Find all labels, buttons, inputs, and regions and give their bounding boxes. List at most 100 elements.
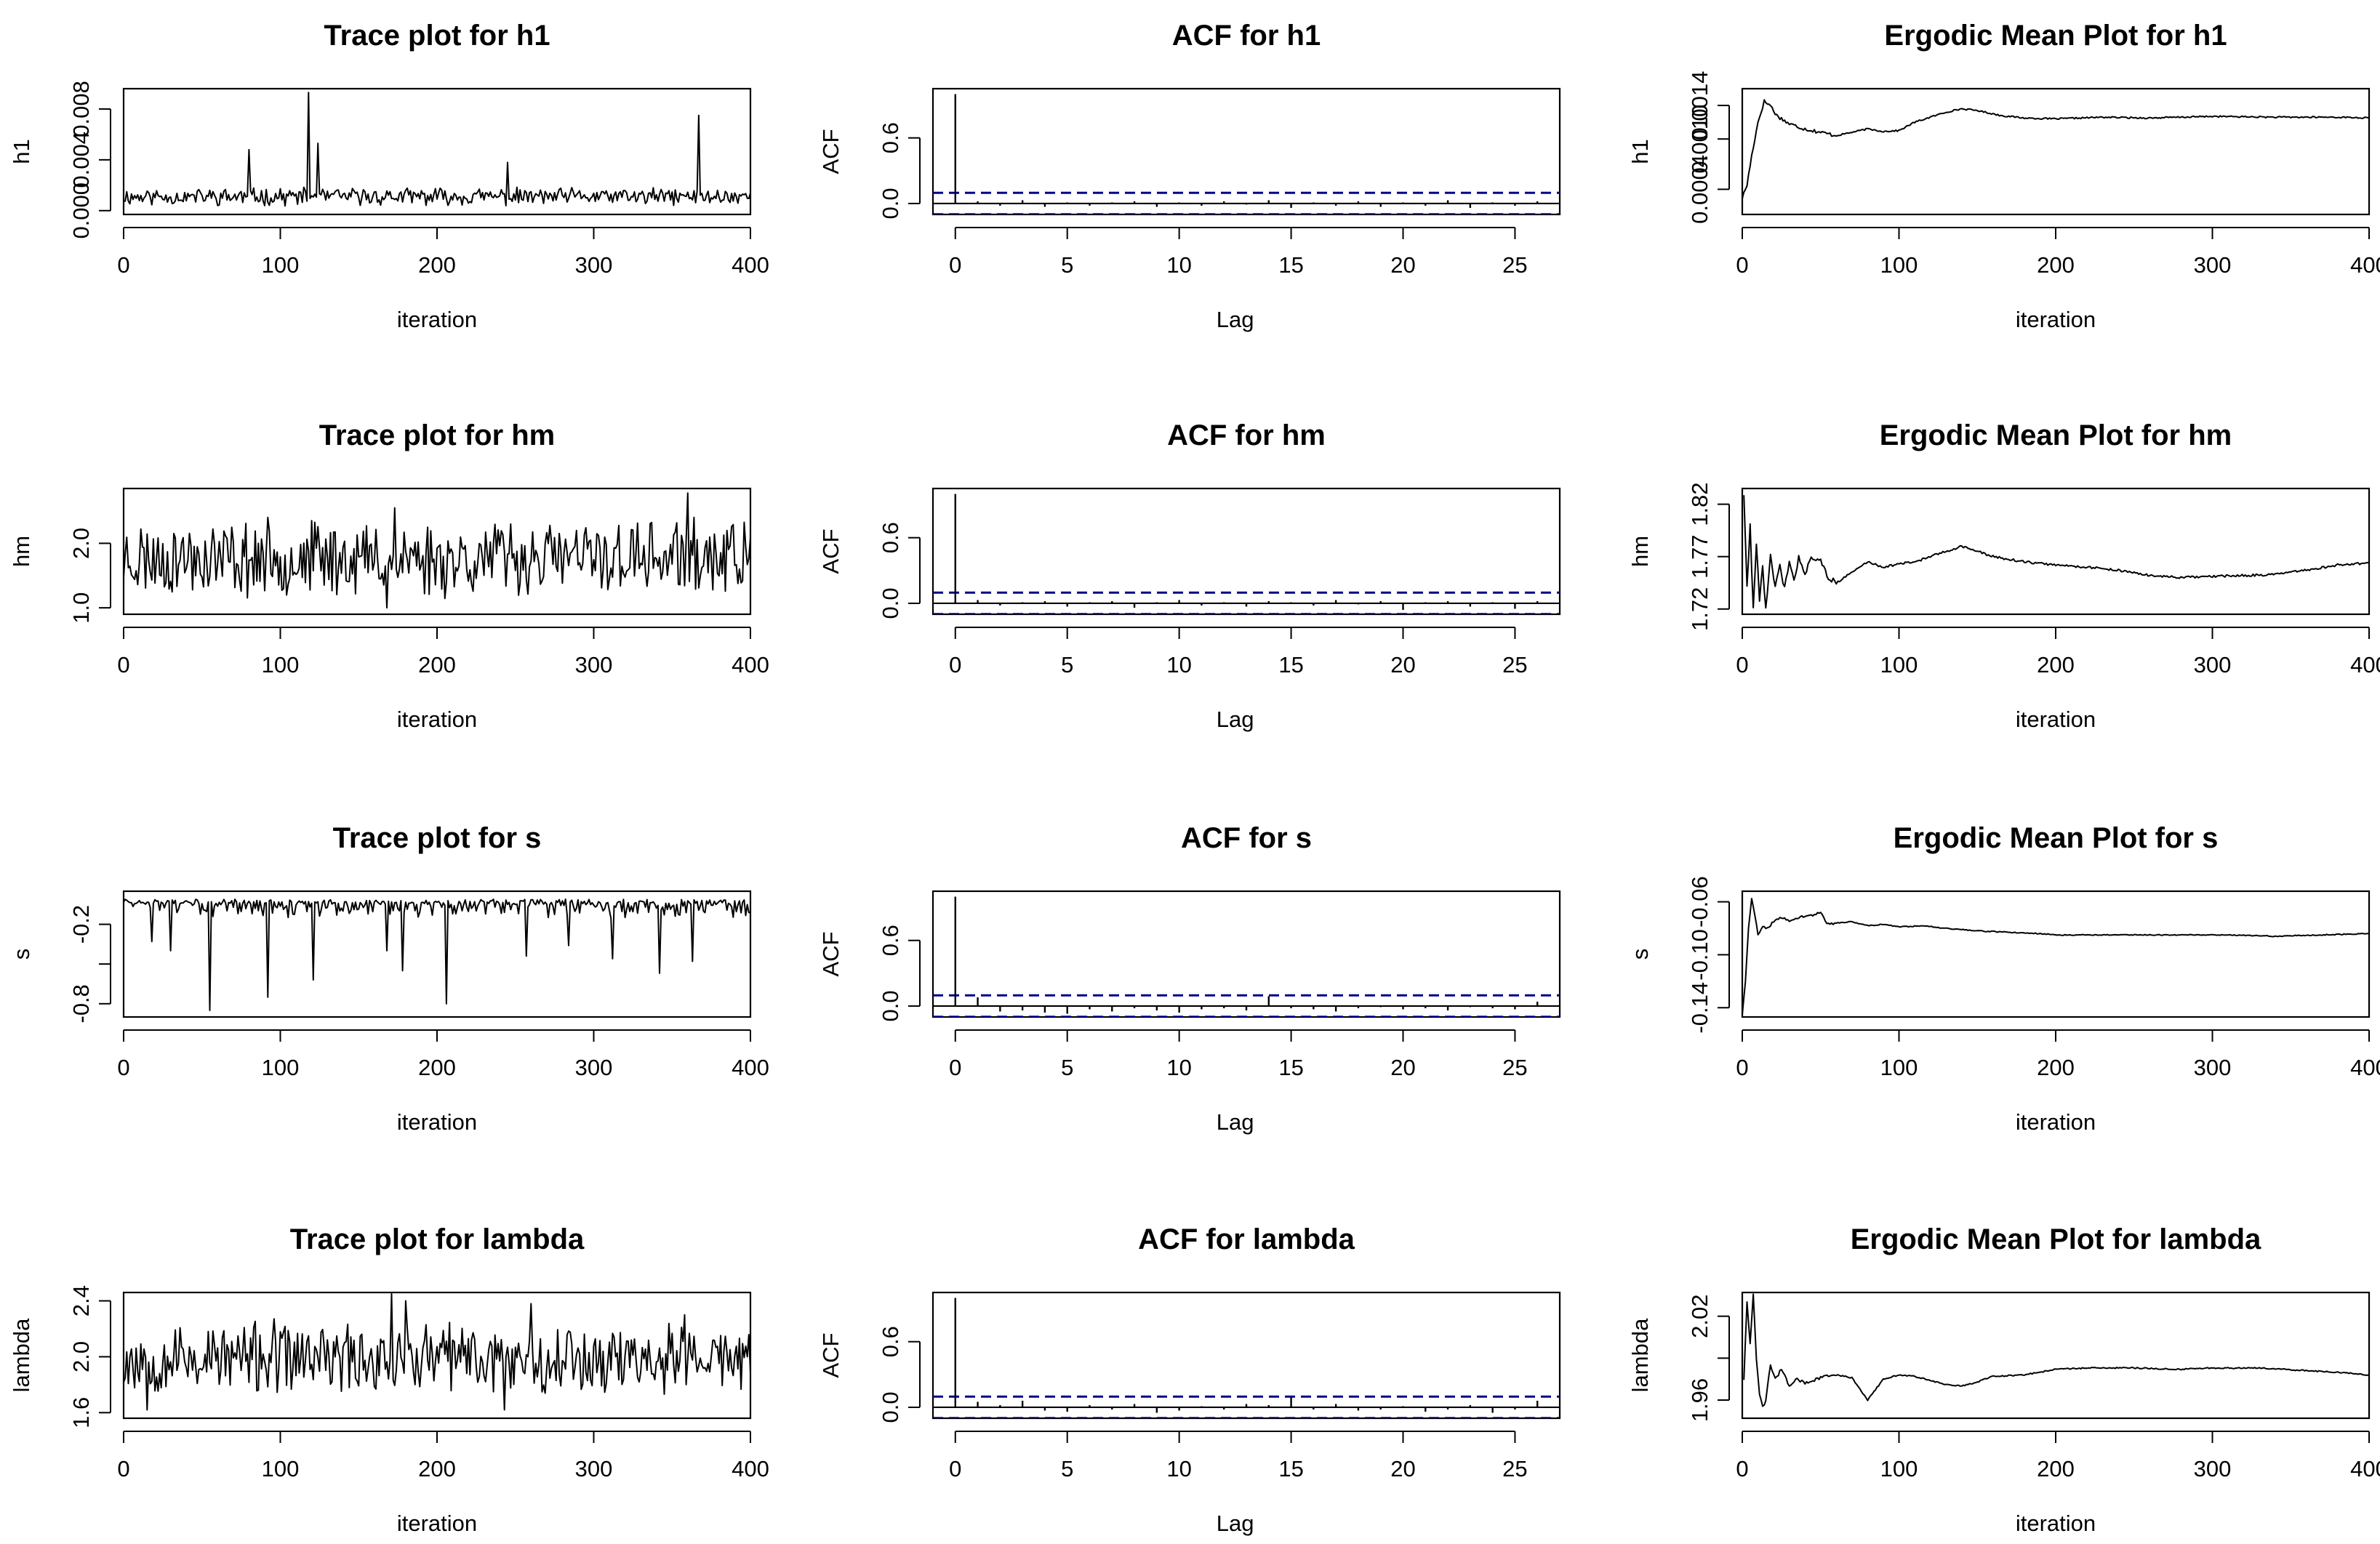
trace-h1-x-axis: 0 100 200 300 400 [117, 227, 769, 278]
trace-s-x-axis: 0 100 200 300 400 [117, 1029, 769, 1080]
ergodic-s-y-tick-label: -0.10 [1687, 929, 1712, 981]
acf-lambda-y-axis: 0.0 0.6 [878, 1326, 921, 1423]
acf-h1-x-tick-label: 15 [1278, 252, 1303, 278]
ergodic-s-x-label: iteration [2016, 1109, 2096, 1135]
panel-trace-h1: Trace plot for h1 0 100 200 300 400 iteration 0… [9, 20, 769, 332]
ergodic-lambda-x-tick-label: 200 [2037, 1456, 2075, 1481]
acf-s-x-tick-label: 20 [1390, 1055, 1415, 1080]
ergodic-h1-series-line [1742, 99, 2369, 199]
acf-lambda-y-tick-label: 0.0 [878, 1391, 903, 1423]
trace-lambda-series-line [124, 1292, 750, 1411]
trace-lambda-x-axis: 0 100 200 300 400 [117, 1431, 769, 1481]
acf-hm-y-tick-label: 0.6 [878, 522, 903, 553]
trace-h1-x-tick-label: 200 [418, 252, 456, 278]
acf-lambda-x-tick-label: 25 [1502, 1456, 1527, 1481]
ergodic-lambda-y-label: lambda [1627, 1318, 1653, 1392]
ergodic-hm-x-tick-label: 400 [2350, 652, 2380, 677]
trace-lambda-plot-frame [122, 1291, 752, 1420]
trace-h1-x-tick-label: 400 [732, 252, 769, 278]
acf-lambda-x-axis: 0 5 10 15 20 25 [949, 1431, 1528, 1481]
trace-s-series-line [124, 898, 750, 1011]
trace-s-x-tick-label: 300 [575, 1055, 613, 1080]
ergodic-s-x-tick-label: 200 [2037, 1055, 2075, 1080]
acf-h1-x-axis: 0 5 10 15 20 25 [949, 227, 1528, 278]
acf-hm-x-tick-label: 20 [1390, 652, 1415, 677]
acf-s-y-tick-label: 0.6 [878, 925, 903, 956]
acf-h1-title: ACF for h1 [1172, 20, 1321, 52]
trace-s-y-label: s [9, 949, 34, 960]
acf-lambda-plot-frame [931, 1291, 1561, 1420]
ergodic-hm-series-line [1743, 495, 2369, 609]
trace-s-y-tick-label: -0.8 [68, 984, 94, 1023]
panel-trace-hm: Trace plot for hm 0 100 200 300 400 iteration 1… [9, 419, 769, 732]
acf-s-x-axis: 0 5 10 15 20 25 [949, 1029, 1528, 1080]
trace-hm-x-tick-label: 400 [732, 652, 769, 677]
trace-hm-x-tick-label: 0 [117, 652, 129, 677]
acf-hm-x-tick-label: 0 [949, 652, 961, 677]
trace-lambda-x-tick-label: 0 [117, 1456, 129, 1481]
ergodic-hm-y-label: hm [1627, 536, 1653, 567]
panel-trace-lambda: Trace plot for lambda 0 100 200 300 400 iterat… [9, 1223, 769, 1536]
acf-hm-plot-frame [931, 487, 1561, 616]
trace-hm-x-tick-label: 300 [575, 652, 613, 677]
ergodic-h1-x-label: iteration [2016, 307, 2096, 332]
trace-h1-y-tick-label: 0.008 [68, 81, 94, 137]
ergodic-h1-y-tick-label: 0.0010 [1687, 105, 1712, 174]
acf-h1-x-tick-label: 20 [1390, 252, 1415, 278]
ergodic-s-x-tick-label: 400 [2350, 1055, 2380, 1080]
ergodic-hm-y-tick-label: 1.77 [1687, 535, 1712, 579]
ergodic-h1-x-tick-label: 200 [2037, 252, 2075, 278]
ergodic-hm-x-axis: 0 100 200 300 400 [1736, 627, 2380, 677]
acf-h1-plot-frame [931, 87, 1561, 216]
acf-s-bars [933, 896, 1560, 1017]
ergodic-s-x-axis: 0 100 200 300 400 [1736, 1029, 2380, 1080]
acf-hm-x-label: Lag [1217, 707, 1254, 732]
acf-lambda-x-label: Lag [1217, 1511, 1254, 1536]
trace-hm-x-label: iteration [397, 707, 477, 732]
trace-lambda-x-tick-label: 100 [262, 1456, 300, 1481]
ergodic-hm-x-tick-label: 200 [2037, 652, 2075, 677]
ergodic-h1-x-tick-label: 0 [1736, 252, 1748, 278]
trace-hm-plot-frame [122, 487, 752, 616]
ergodic-s-series-line [1742, 898, 2369, 1016]
trace-hm-x-tick-label: 100 [262, 652, 300, 677]
acf-h1-x-tick-label: 10 [1166, 252, 1191, 278]
ergodic-lambda-x-axis: 0 100 200 300 400 [1736, 1431, 2380, 1481]
acf-h1-x-tick-label: 5 [1061, 252, 1073, 278]
acf-s-y-label: ACF [818, 932, 844, 977]
ergodic-hm-y-axis: 1.72 1.77 1.82 [1687, 482, 1730, 631]
acf-hm-x-axis: 0 5 10 15 20 25 [949, 627, 1528, 677]
trace-h1-series-line [124, 92, 750, 207]
ergodic-s-y-tick-label: -0.06 [1687, 876, 1712, 928]
ergodic-h1-x-tick-label: 300 [2194, 252, 2232, 278]
ergodic-lambda-y-tick-label: 1.96 [1687, 1378, 1712, 1422]
trace-lambda-x-label: iteration [397, 1511, 477, 1536]
acf-s-plot-frame [931, 890, 1561, 1018]
ergodic-lambda-plot-frame [1741, 1291, 2371, 1420]
acf-lambda-title: ACF for lambda [1138, 1223, 1355, 1255]
acf-s-x-tick-label: 5 [1061, 1055, 1073, 1080]
ergodic-hm-x-tick-label: 0 [1736, 652, 1748, 677]
acf-lambda-x-tick-label: 0 [949, 1456, 961, 1481]
acf-hm-x-tick-label: 15 [1278, 652, 1303, 677]
ergodic-h1-x-axis: 0 100 200 300 400 [1736, 227, 2380, 278]
panel-acf-h1: ACF for h1 0 5 10 15 20 25 Lag 0.0 0.6 ACF [818, 20, 1561, 332]
trace-s-plot-frame [122, 890, 752, 1018]
acf-hm-x-tick-label: 5 [1061, 652, 1073, 677]
ergodic-lambda-series-line [1743, 1293, 2369, 1407]
acf-hm-bars [933, 494, 1560, 614]
trace-hm-x-tick-label: 200 [418, 652, 456, 677]
trace-lambda-title: Trace plot for lambda [290, 1223, 585, 1255]
ergodic-h1-title: Ergodic Mean Plot for h1 [1884, 20, 2227, 52]
trace-h1-x-tick-label: 300 [575, 252, 613, 278]
acf-lambda-x-tick-label: 20 [1390, 1456, 1415, 1481]
ergodic-hm-x-tick-label: 100 [1880, 652, 1918, 677]
trace-h1-y-tick-label: 0.000 [68, 182, 94, 239]
ergodic-lambda-title: Ergodic Mean Plot for lambda [1851, 1223, 2261, 1255]
trace-h1-y-tick-label: 0.004 [68, 132, 94, 188]
acf-hm-x-tick-label: 10 [1166, 652, 1191, 677]
acf-s-x-label: Lag [1217, 1109, 1254, 1135]
acf-lambda-x-tick-label: 15 [1278, 1456, 1303, 1481]
